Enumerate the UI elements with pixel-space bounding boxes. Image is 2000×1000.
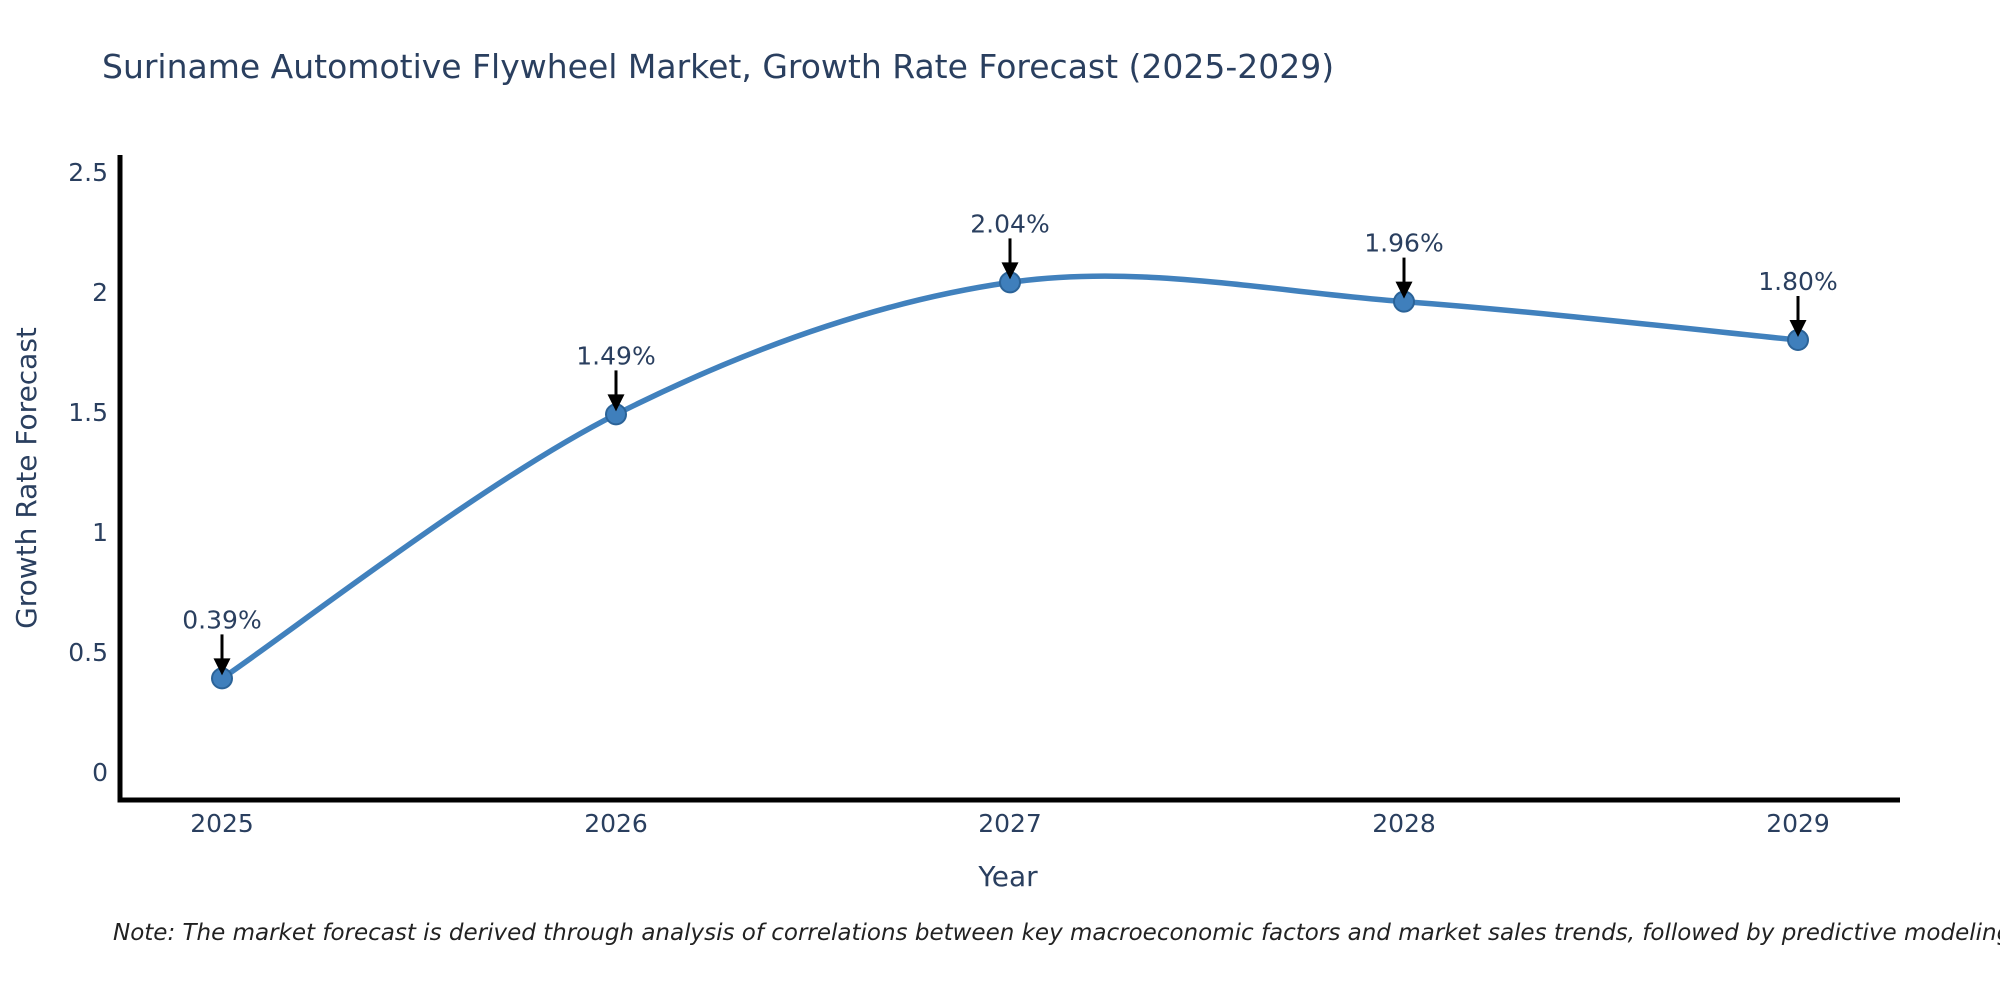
x-tick-label: 2026 [584,809,648,838]
x-tick-label: 2029 [1766,809,1830,838]
series-growth-rate-forecast [211,271,1809,690]
annotation-arrowhead-icon [213,658,231,676]
y-tick-label: 1 [92,518,108,547]
y-tick-label: 2.5 [68,158,108,187]
annotation: 2.04% [970,209,1050,280]
y-tick-label: 0 [92,758,108,787]
annotation-value-label: 1.49% [576,341,655,370]
footnote: Note: The market forecast is derived thr… [113,920,2000,946]
annotation-value-label: 2.04% [970,209,1049,238]
axes: 2025 2026 2027 2028 2029 0 0.5 1 1.5 2 2.5 [68,155,1900,838]
trend-line [219,273,1801,682]
chart-title: Suriname Automotive Flywheel Market, Gro… [102,47,1334,86]
annotation-arrowhead-icon [1789,320,1807,337]
y-tick-label: 0.5 [68,638,108,667]
x-tick-label: 2028 [1372,809,1436,838]
annotation-arrowhead-icon [607,394,625,412]
annotation: 0.39% [182,605,262,676]
annotation: 1.49% [576,341,656,412]
annotation: 1.96% [1364,229,1444,299]
annotation-value-label: 1.96% [1364,229,1443,258]
annotation-arrowhead-icon [1001,262,1019,280]
point-annotations: 0.39% 1.49% 2.04% 1.96% 1.80% [182,209,1838,676]
annotation-value-label: 1.80% [1758,267,1837,296]
annotation-value-label: 0.39% [182,605,261,634]
x-tick-label: 2027 [978,809,1042,838]
annotation-arrowhead-icon [1395,281,1413,299]
y-tick-label: 2 [92,278,108,307]
y-axis-title: Growth Rate Forecast [10,327,43,629]
annotation: 1.80% [1758,267,1838,337]
x-tick-label: 2025 [190,809,254,838]
y-tick-label: 1.5 [68,398,108,427]
x-axis-title: Year [977,860,1038,893]
